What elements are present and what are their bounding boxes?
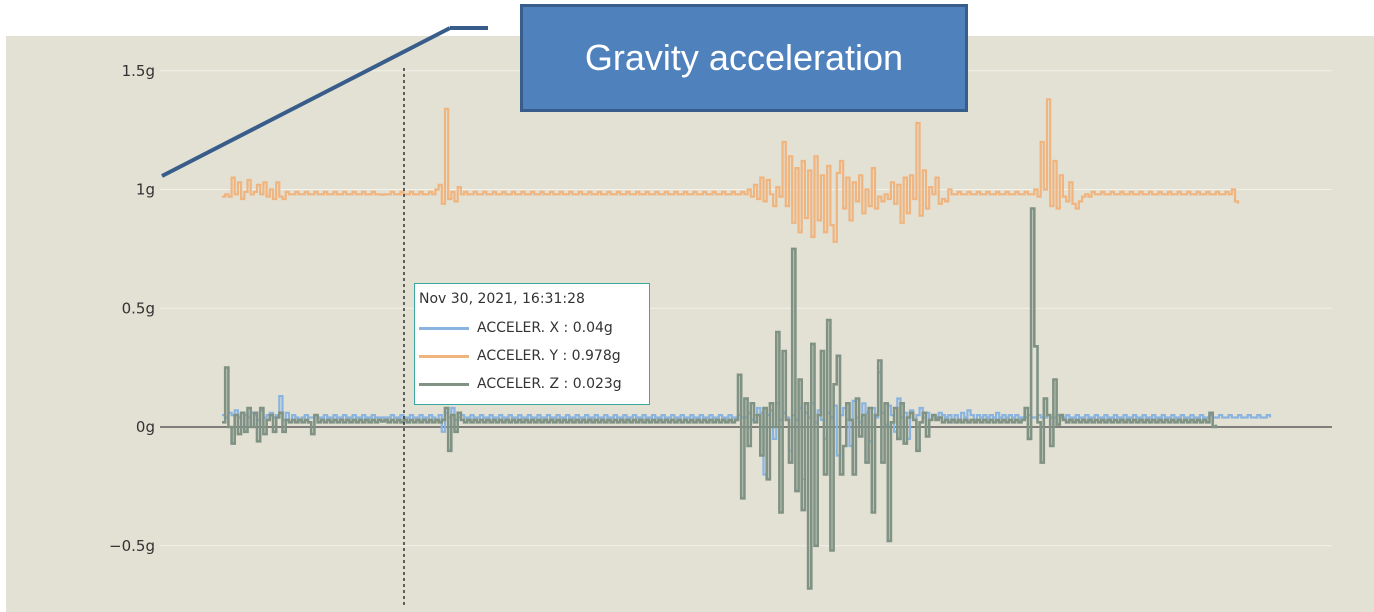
y-tick-label: 1.5g	[122, 62, 155, 80]
tooltip-timestamp: Nov 30, 2021, 16:31:28	[419, 291, 585, 307]
legend-swatch-x	[419, 326, 469, 330]
grid-lines	[160, 70, 1332, 547]
y-tick-label: 0.5g	[122, 299, 155, 317]
gravity-callout: Gravity acceleration	[520, 4, 968, 112]
y-tick-label: 1g	[136, 181, 155, 199]
tooltip-value-z: ACCELER. Z : 0.023g	[477, 376, 622, 392]
plot-background	[6, 36, 1374, 612]
tooltip-row-z: ACCELER. Z : 0.023g	[419, 374, 622, 394]
callout-pointer-line	[161, 26, 451, 178]
y-tick-label: −0.5g	[109, 537, 155, 555]
hover-tooltip: Nov 30, 2021, 16:31:28 ACCELER. X : 0.04…	[414, 283, 650, 405]
series-line-acceler-y[interactable]	[222, 98, 1240, 243]
series-line-acceler-x[interactable]	[222, 371, 1272, 481]
tooltip-row-y: ACCELER. Y : 0.978g	[419, 346, 621, 366]
tooltip-row-x: ACCELER. X : 0.04g	[419, 318, 613, 338]
tooltip-value-x: ACCELER. X : 0.04g	[477, 320, 613, 336]
y-axis-ticks: 1.5g 1g 0.5g 0g −0.5g	[109, 62, 155, 555]
y-tick-label: 0g	[136, 418, 155, 436]
legend-swatch-z	[419, 382, 469, 386]
legend-swatch-y	[419, 354, 469, 358]
series-line-acceler-z[interactable]	[222, 207, 1218, 590]
tooltip-value-y: ACCELER. Y : 0.978g	[477, 348, 621, 364]
series-lines[interactable]	[222, 98, 1272, 590]
